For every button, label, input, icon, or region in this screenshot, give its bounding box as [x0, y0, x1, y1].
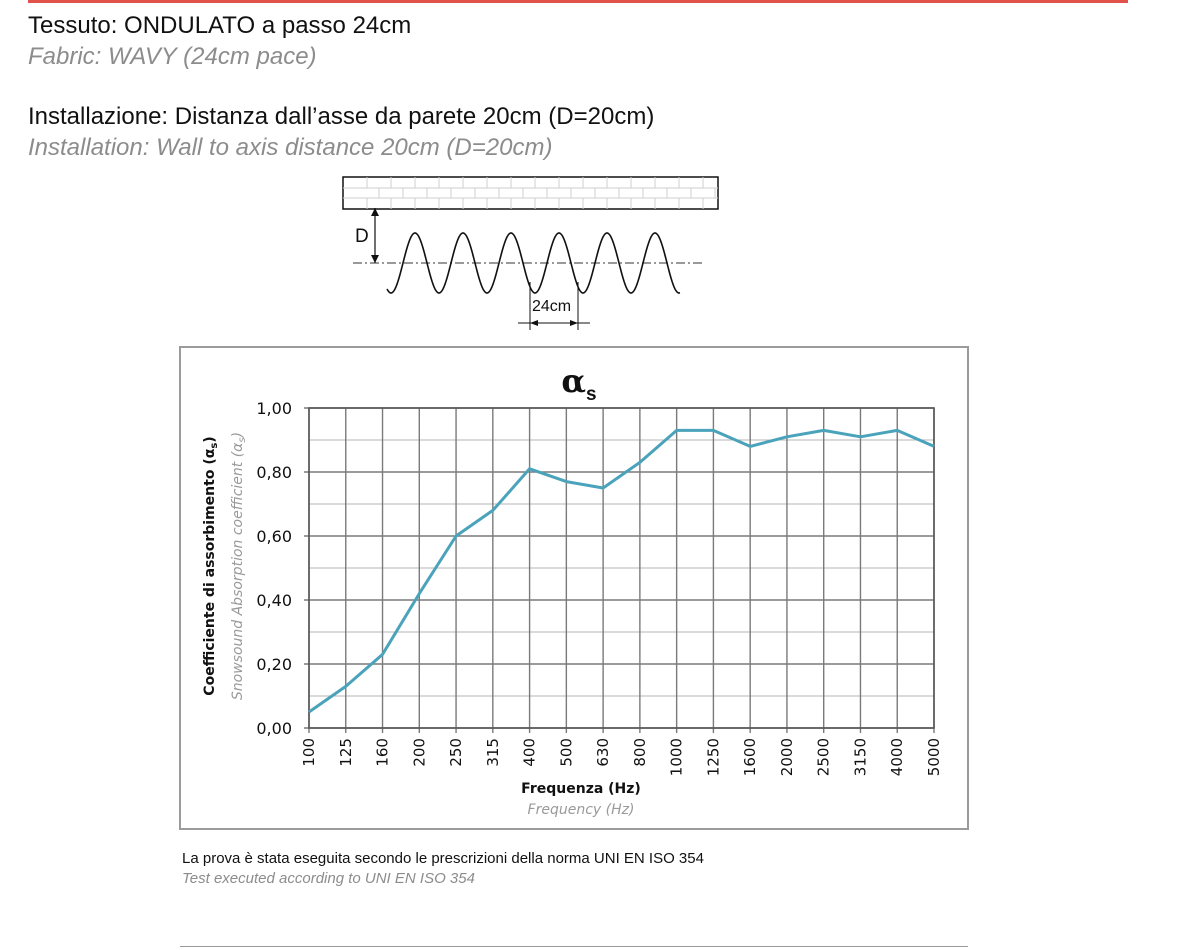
x-tick-label: 1250 — [704, 738, 722, 776]
top-accent-rule — [28, 0, 1128, 3]
pitch-dimension-marker — [518, 282, 590, 330]
footnote-test-standard: La prova è stata eseguita secondo le pre… — [182, 850, 704, 867]
chart-title: αs — [561, 362, 596, 405]
x-axis-label-en: Frequency (Hz) — [528, 802, 635, 818]
x-tick-label: 4000 — [888, 738, 906, 776]
x-tick-label: 1600 — [741, 738, 759, 776]
wavy-fabric-curve — [386, 232, 681, 294]
y-axis-label: Coefficiente di assorbimento (αs) — [202, 436, 220, 695]
x-axis-label: Frequenza (Hz) — [521, 781, 641, 797]
x-tick-label: 250 — [447, 738, 465, 767]
x-tick-label: 200 — [410, 738, 428, 767]
installation-subtitle: Installation: Wall to axis distance 20cm… — [28, 134, 553, 161]
y-axis-label-en: Snowsound Absorption coefficient (αs) — [230, 432, 248, 700]
x-tick-label: 3150 — [851, 738, 869, 776]
installation-title: Installazione: Distanza dall’asse da par… — [28, 103, 655, 130]
plot-area-border — [308, 407, 935, 729]
fabric-title: Tessuto: ONDULATO a passo 24cm — [28, 12, 412, 39]
y-tick-label: 0,40 — [256, 591, 292, 610]
x-tick-label: 2000 — [778, 738, 796, 776]
footnote-test-standard-en: Test executed according to UNI EN ISO 35… — [182, 870, 475, 887]
d-label: D — [355, 226, 369, 247]
x-tick-label: 500 — [557, 738, 575, 767]
x-tick-label: 125 — [337, 738, 355, 767]
y-tick-label: 0,00 — [256, 719, 292, 738]
bottom-divider — [180, 946, 968, 947]
d-dimension-marker — [371, 208, 379, 263]
x-tick-label: 630 — [594, 738, 612, 767]
pitch-label: 24cm — [532, 298, 571, 315]
chart-frame — [179, 346, 969, 830]
x-tick-label: 800 — [631, 738, 649, 767]
absorption-chart: 0,00 0,20 0,40 0,60 0,80 1,00 100 125 160 200 250… — [202, 362, 943, 818]
x-tick-label: 2500 — [815, 738, 833, 776]
y-tick-label: 1,00 — [256, 399, 292, 418]
series-line-absorption — [308, 428, 935, 714]
wall — [342, 176, 719, 210]
x-tick-label: 1000 — [668, 738, 686, 776]
y-tick-label: 0,20 — [256, 655, 292, 674]
x-tick-label: 100 — [300, 738, 318, 767]
fabric-subtitle: Fabric: WAVY (24cm pace) — [28, 43, 317, 70]
y-tick-label: 0,60 — [256, 527, 292, 546]
x-tick-label: 400 — [521, 738, 539, 767]
y-tick-label: 0,80 — [256, 463, 292, 482]
x-tick-label: 160 — [374, 738, 392, 767]
installation-diagram: D 24cm — [342, 176, 719, 330]
x-tick-label: 5000 — [925, 738, 943, 776]
x-tick-label: 315 — [484, 738, 502, 767]
